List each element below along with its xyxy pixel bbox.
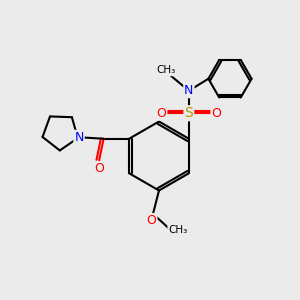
Text: O: O: [156, 107, 166, 120]
Text: O: O: [94, 162, 104, 175]
Text: O: O: [212, 107, 221, 120]
Text: CH₃: CH₃: [157, 65, 176, 75]
Text: CH₃: CH₃: [168, 225, 188, 236]
Text: S: S: [184, 106, 193, 120]
Text: O: O: [147, 214, 156, 227]
Text: N: N: [184, 84, 194, 97]
Text: N: N: [74, 131, 84, 144]
